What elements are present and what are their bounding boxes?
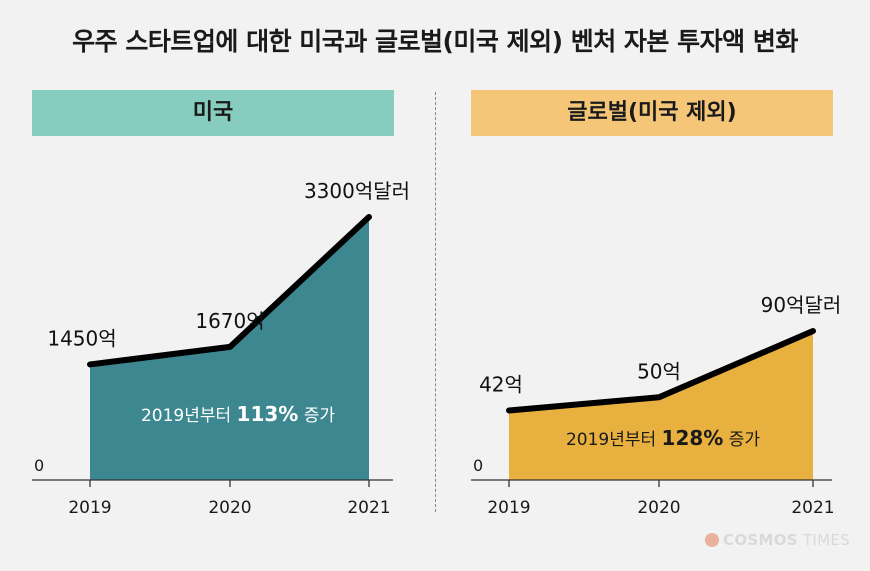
growth-annotation: 2019년부터 113% 증가: [141, 402, 335, 426]
panel-header-us: 미국: [32, 90, 394, 136]
y-zero-label: 0: [34, 456, 44, 475]
series-line: [506, 328, 816, 414]
data-label: 1670억: [195, 309, 264, 333]
data-label: 42억: [479, 372, 523, 396]
x-tick-label: 2021: [791, 498, 834, 518]
growth-annotation: 2019년부터 128% 증가: [566, 426, 760, 450]
growth-annotation-prefix: 2019년부터: [141, 406, 237, 426]
panel-divider: [435, 92, 436, 512]
brand-name-light: TIMES: [797, 531, 850, 549]
data-label: 1450억: [47, 326, 116, 350]
x-tick-label: 2021: [347, 498, 390, 518]
area-fill: [509, 331, 813, 480]
panel-header-global: 글로벌(미국 제외): [471, 90, 833, 136]
data-label: 3300억달러: [304, 179, 410, 203]
x-tick-label: 2019: [68, 498, 111, 518]
x-tick-label: 2020: [637, 498, 680, 518]
x-tick-label: 2019: [487, 498, 530, 518]
growth-annotation-suffix: 증가: [723, 430, 760, 450]
data-label: 50억: [637, 359, 681, 383]
brand-name-bold: COSMOS: [723, 531, 798, 549]
brand-logo-icon: [705, 533, 720, 547]
y-zero-label: 0: [473, 456, 483, 475]
data-label: 90억달러: [761, 293, 842, 317]
x-tick-label: 2020: [208, 498, 251, 518]
brand-logo: COSMOS TIMES: [705, 531, 850, 549]
series-line: [87, 213, 372, 368]
growth-annotation-percent: 128%: [662, 426, 724, 450]
growth-annotation-percent: 113%: [237, 402, 299, 426]
growth-annotation-suffix: 증가: [298, 406, 335, 426]
chart-title: 우주 스타트업에 대한 미국과 글로벌(미국 제외) 벤처 자본 투자액 변화: [72, 27, 798, 56]
growth-annotation-prefix: 2019년부터: [566, 430, 662, 450]
